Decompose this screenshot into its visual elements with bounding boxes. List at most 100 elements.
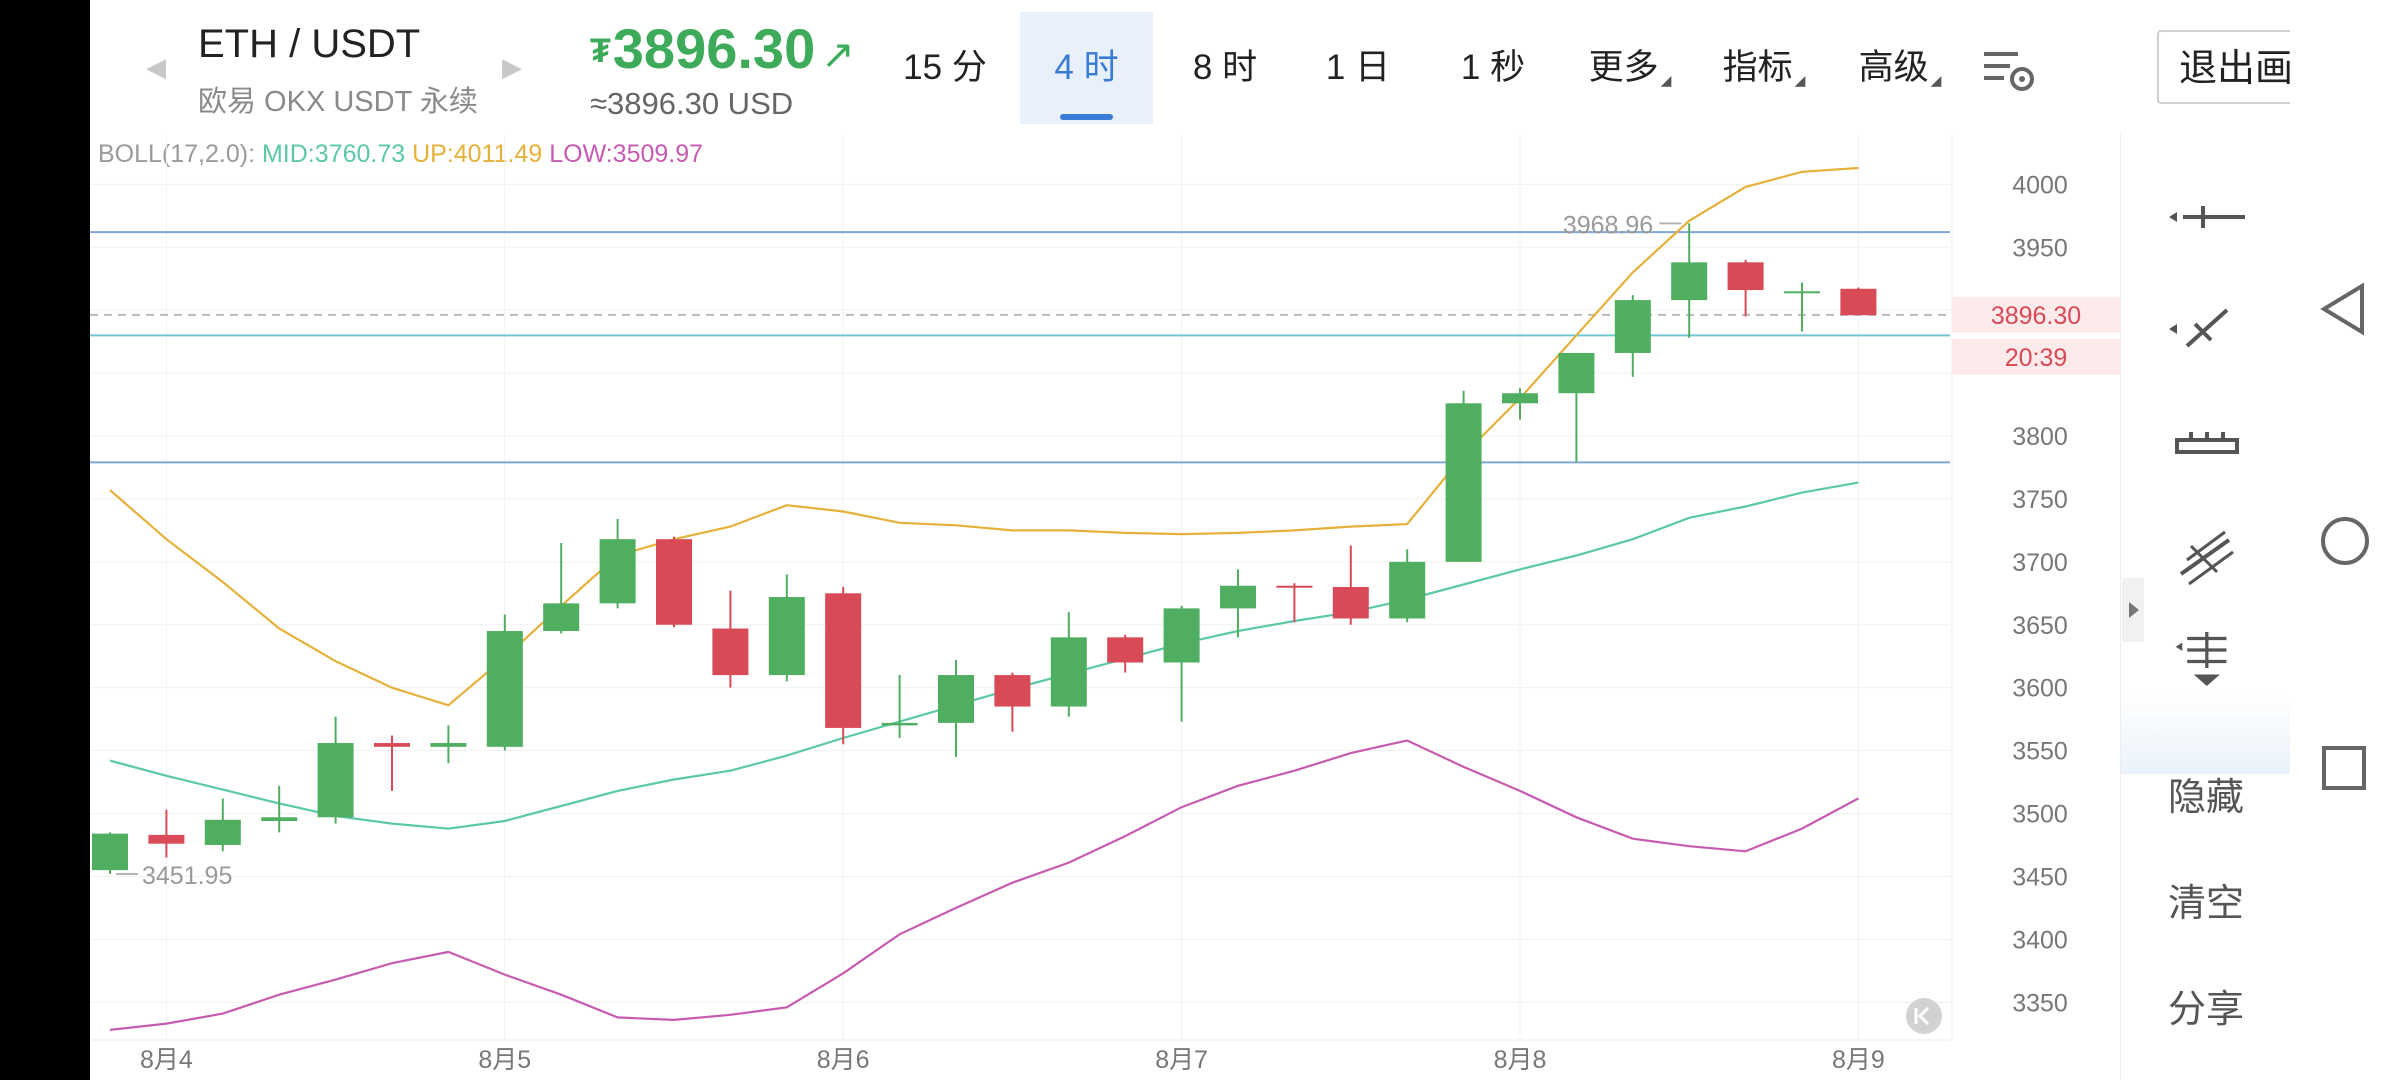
left-black-edge: [0, 0, 90, 1080]
candle-body: [994, 675, 1031, 707]
tab-more[interactable]: 更多 ◢: [1588, 48, 1672, 88]
price-axis-panel: [1952, 134, 2120, 1040]
time-tick-label: 8月6: [817, 1046, 870, 1074]
back-icon[interactable]: [2310, 274, 2380, 344]
scroll-to-latest-icon[interactable]: [1906, 998, 1942, 1034]
header-bar: ◀ ETH / USDT 欧易 OKX USDT 永续 ▶ ₮3896.30 ↗ …: [90, 0, 2353, 134]
price-up-arrow-icon: ↗: [821, 33, 855, 77]
dropdown-corner-icon: ◢: [1794, 72, 1806, 88]
candle-body: [1107, 637, 1144, 663]
candle-body: [825, 593, 862, 728]
boll-low-value: LOW:3509.97: [549, 140, 704, 168]
price-tick-label: 3500: [2012, 801, 2068, 829]
candle-body: [1614, 300, 1651, 353]
candle-body: [261, 817, 298, 822]
time-tick-label: 8月8: [1494, 1046, 1547, 1074]
price-tick-label: 3700: [2012, 549, 2068, 577]
boll-indicator-readout: BOLL(17,2.0): MID:3760.73 UP:4011.49 LOW…: [98, 140, 703, 169]
price-tick-label: 3650: [2012, 612, 2068, 640]
candlestick-chart[interactable]: 4000 3950 3800 3750 3700 3650 3600 3550 3500 3450…: [90, 134, 2120, 1080]
price-tick-label: 3600: [2012, 675, 2068, 703]
candle-body: [938, 675, 974, 723]
tab-8h[interactable]: 8 时: [1192, 48, 1258, 87]
candle-body: [1050, 637, 1087, 707]
candle-body: [1727, 262, 1764, 291]
candle-body: [543, 603, 580, 632]
candle-body: [1332, 587, 1369, 619]
boll-mid-value: MID:3760.73: [261, 140, 406, 168]
exchange-subtitle: 欧易 OKX USDT 永续: [198, 86, 478, 118]
drawing-toolbar: 隐藏 清空 分享: [2120, 134, 2291, 1080]
price-tick-label: 3800: [2012, 423, 2068, 451]
toolbar-highlight: [2121, 694, 2291, 774]
toolbar-collapse-handle-icon[interactable]: [2122, 578, 2144, 642]
last-price: ₮3896.30 ↗: [590, 16, 855, 81]
hide-drawings-button[interactable]: 隐藏: [2167, 777, 2244, 819]
pair-title[interactable]: ETH / USDT: [198, 22, 421, 66]
tab-indicators[interactable]: 指标 ◢: [1722, 48, 1806, 88]
ruler-tool-icon[interactable]: [2121, 396, 2291, 486]
candle-countdown-label: 20:39: [2005, 344, 2068, 372]
candle-body: [204, 819, 241, 845]
candle-body: [881, 722, 918, 726]
candle-body: [656, 539, 692, 625]
boll-lower-line: [109, 739, 1859, 1031]
time-tick-label: 8月7: [1155, 1046, 1208, 1074]
boll-prefix: BOLL(17,2.0):: [98, 140, 256, 168]
tether-currency-icon: ₮: [590, 32, 611, 70]
dropdown-corner-icon: ◢: [1660, 72, 1672, 88]
parallel-channel-tool-icon[interactable]: [2121, 510, 2291, 600]
candle-body: [317, 743, 354, 818]
candle-body: [1671, 262, 1708, 301]
candle-body: [712, 628, 749, 676]
candle-body: [486, 631, 523, 747]
time-tick-label: 8月4: [140, 1046, 193, 1074]
last-price-value: 3896.30: [612, 17, 816, 80]
boll-up-value: UP:4011.49: [412, 140, 543, 168]
candle-body: [1220, 585, 1256, 609]
tab-4h[interactable]: 4 时: [1020, 12, 1153, 124]
usd-price: ≈3896.30 USD: [590, 86, 794, 121]
price-tick-label: 3950: [2012, 234, 2068, 262]
horizontal-ray-tool-icon[interactable]: [2121, 172, 2291, 262]
tab-advanced[interactable]: 高级 ◢: [1858, 48, 1942, 88]
price-tick-label: 3750: [2012, 486, 2068, 514]
fibonacci-tool-icon[interactable]: [2121, 614, 2291, 704]
candle-body: [1389, 561, 1426, 619]
tab-1d[interactable]: 1 日: [1325, 48, 1391, 87]
home-icon[interactable]: [2310, 506, 2380, 576]
price-tick-label: 3550: [2012, 738, 2068, 766]
system-navigation-bar: [2290, 0, 2400, 1080]
boll-mid-line: [109, 481, 1859, 830]
candle-body: [430, 743, 467, 747]
countdown-tag-bg: [1952, 338, 2120, 375]
time-tick-label: 8月9: [1832, 1046, 1885, 1074]
tab-1s[interactable]: 1 秒: [1460, 48, 1526, 87]
recent-apps-icon[interactable]: [2310, 734, 2380, 804]
boll-upper-line: [109, 166, 1859, 707]
tab-15m[interactable]: 15 分: [903, 48, 987, 87]
time-tick-label: 8月5: [478, 1046, 531, 1074]
next-pair-arrow-icon[interactable]: ▶: [502, 52, 522, 82]
clear-drawings-button[interactable]: 清空: [2167, 883, 2244, 925]
chart-settings-icon[interactable]: [1980, 42, 2036, 98]
share-button[interactable]: 分享: [2167, 989, 2244, 1031]
high-marker-label: 3968.96: [1563, 211, 1653, 239]
price-tick-label: 3400: [2012, 926, 2068, 954]
candle-body: [1445, 403, 1482, 562]
candle-body: [1163, 608, 1200, 663]
scroll-to-latest-chevron: [1917, 1006, 1930, 1026]
candle-body: [599, 539, 636, 604]
candle-body: [1276, 585, 1313, 588]
price-tick-label: 4000: [2012, 171, 2068, 199]
active-tab-indicator: [1060, 114, 1113, 120]
low-marker-label: 3451.95: [142, 862, 232, 890]
candle-body: [1784, 291, 1820, 294]
candle-body: [1502, 393, 1538, 404]
prev-pair-arrow-icon[interactable]: ◀: [146, 52, 166, 82]
candle-body: [1558, 352, 1595, 394]
trend-line-tool-icon[interactable]: [2121, 284, 2291, 374]
current-price-tag: 3896.30: [1991, 302, 2081, 330]
candle-body: [374, 743, 410, 747]
candle-body: [1840, 288, 1877, 316]
